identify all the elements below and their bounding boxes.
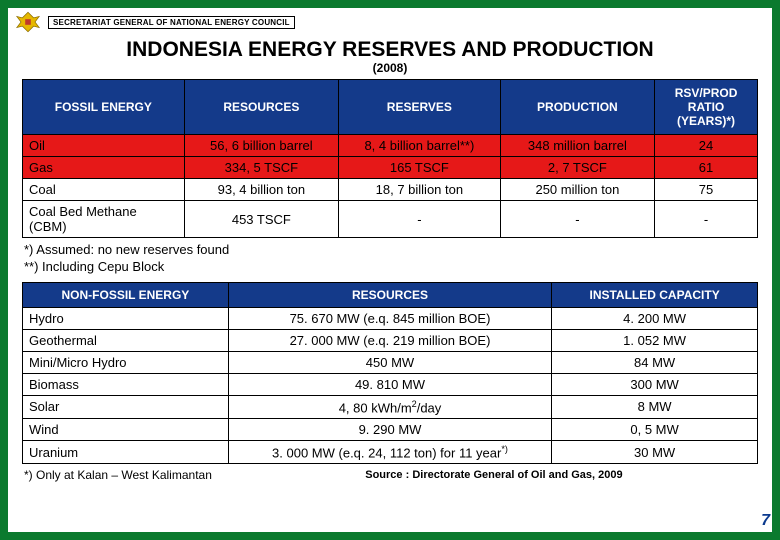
cell-reserves: 8, 4 billion barrel**) [339, 135, 501, 157]
content-area: FOSSIL ENERGY RESOURCES RESERVES PRODUCT… [8, 79, 772, 482]
cell-production: - [500, 201, 654, 238]
cell-reserves: - [339, 201, 501, 238]
note-cepu: **) Including Cepu Block [24, 259, 756, 276]
cell-label: Biomass [23, 373, 229, 395]
fossil-col-production: PRODUCTION [500, 80, 654, 135]
cell-reserves: 165 TSCF [339, 157, 501, 179]
cell-label: Wind [23, 419, 229, 441]
cell-label: Geothermal [23, 329, 229, 351]
table-row: Oil56, 6 billion barrel8, 4 billion barr… [23, 135, 758, 157]
cell-resources: 49. 810 MW [228, 373, 551, 395]
cell-production: 2, 7 TSCF [500, 157, 654, 179]
cell-reserves: 18, 7 billion ton [339, 179, 501, 201]
fossil-notes: *) Assumed: no new reserves found **) In… [22, 238, 758, 282]
fossil-col-energy: FOSSIL ENERGY [23, 80, 185, 135]
note-assumed: *) Assumed: no new reserves found [24, 242, 756, 259]
cell-label: Solar [23, 395, 229, 418]
table-row: Hydro75. 670 MW (e.q. 845 million BOE)4.… [23, 307, 758, 329]
header-bar: SECRETARIAT GENERAL OF NATIONAL ENERGY C… [8, 8, 772, 36]
cell-resources: 453 TSCF [184, 201, 338, 238]
nonfossil-energy-table: NON-FOSSIL ENERGY RESOURCES INSTALLED CA… [22, 282, 758, 465]
cell-label: Oil [23, 135, 185, 157]
cell-label: Hydro [23, 307, 229, 329]
fossil-col-resources: RESOURCES [184, 80, 338, 135]
cell-resources: 27. 000 MW (e.q. 219 million BOE) [228, 329, 551, 351]
table-row: Mini/Micro Hydro450 MW84 MW [23, 351, 758, 373]
cell-resources: 9. 290 MW [228, 419, 551, 441]
cell-production: 348 million barrel [500, 135, 654, 157]
cell-ratio: 75 [655, 179, 758, 201]
page-title: INDONESIA ENERGY RESERVES AND PRODUCTION [8, 38, 772, 62]
cell-label: Coal Bed Methane (CBM) [23, 201, 185, 238]
table-row: Geothermal27. 000 MW (e.q. 219 million B… [23, 329, 758, 351]
cell-capacity: 0, 5 MW [552, 419, 758, 441]
nonfossil-col-energy: NON-FOSSIL ENERGY [23, 282, 229, 307]
cell-label: Gas [23, 157, 185, 179]
cell-capacity: 84 MW [552, 351, 758, 373]
table-row: Biomass49. 810 MW300 MW [23, 373, 758, 395]
cell-capacity: 8 MW [552, 395, 758, 418]
cell-capacity: 1. 052 MW [552, 329, 758, 351]
cell-ratio: 61 [655, 157, 758, 179]
nonfossil-col-resources: RESOURCES [228, 282, 551, 307]
cell-capacity: 30 MW [552, 441, 758, 464]
table-row: Coal Bed Methane (CBM)453 TSCF--- [23, 201, 758, 238]
cell-resources: 450 MW [228, 351, 551, 373]
footer-row: *) Only at Kalan – West Kalimantan Sourc… [22, 464, 758, 482]
cell-production: 250 million ton [500, 179, 654, 201]
table-row: Coal93, 4 billion ton18, 7 billion ton25… [23, 179, 758, 201]
cell-resources: 93, 4 billion ton [184, 179, 338, 201]
slide-frame: SECRETARIAT GENERAL OF NATIONAL ENERGY C… [0, 0, 780, 540]
note-kalan: *) Only at Kalan – West Kalimantan [24, 468, 212, 482]
cell-label: Mini/Micro Hydro [23, 351, 229, 373]
table-row: Wind9. 290 MW0, 5 MW [23, 419, 758, 441]
source-label: Source : Directorate General of Oil and … [232, 469, 756, 481]
cell-resources: 56, 6 billion barrel [184, 135, 338, 157]
fossil-energy-table: FOSSIL ENERGY RESOURCES RESERVES PRODUCT… [22, 79, 758, 238]
crest-icon [14, 10, 42, 34]
table-row: Gas334, 5 TSCF165 TSCF2, 7 TSCF61 [23, 157, 758, 179]
page-number: 7 [761, 512, 770, 530]
cell-ratio: - [655, 201, 758, 238]
cell-ratio: 24 [655, 135, 758, 157]
fossil-col-reserves: RESERVES [339, 80, 501, 135]
page-subtitle: (2008) [8, 61, 772, 75]
cell-label: Uranium [23, 441, 229, 464]
cell-label: Coal [23, 179, 185, 201]
cell-capacity: 4. 200 MW [552, 307, 758, 329]
cell-resources: 4, 80 kWh/m2/day [228, 395, 551, 418]
cell-capacity: 300 MW [552, 373, 758, 395]
nonfossil-col-capacity: INSTALLED CAPACITY [552, 282, 758, 307]
cell-resources: 75. 670 MW (e.q. 845 million BOE) [228, 307, 551, 329]
cell-resources: 3. 000 MW (e.q. 24, 112 ton) for 11 year… [228, 441, 551, 464]
secretariat-label: SECRETARIAT GENERAL OF NATIONAL ENERGY C… [48, 16, 295, 29]
table-row: Solar4, 80 kWh/m2/day8 MW [23, 395, 758, 418]
fossil-col-ratio: RSV/PROD RATIO (YEARS)*) [655, 80, 758, 135]
cell-resources: 334, 5 TSCF [184, 157, 338, 179]
table-row: Uranium3. 000 MW (e.q. 24, 112 ton) for … [23, 441, 758, 464]
